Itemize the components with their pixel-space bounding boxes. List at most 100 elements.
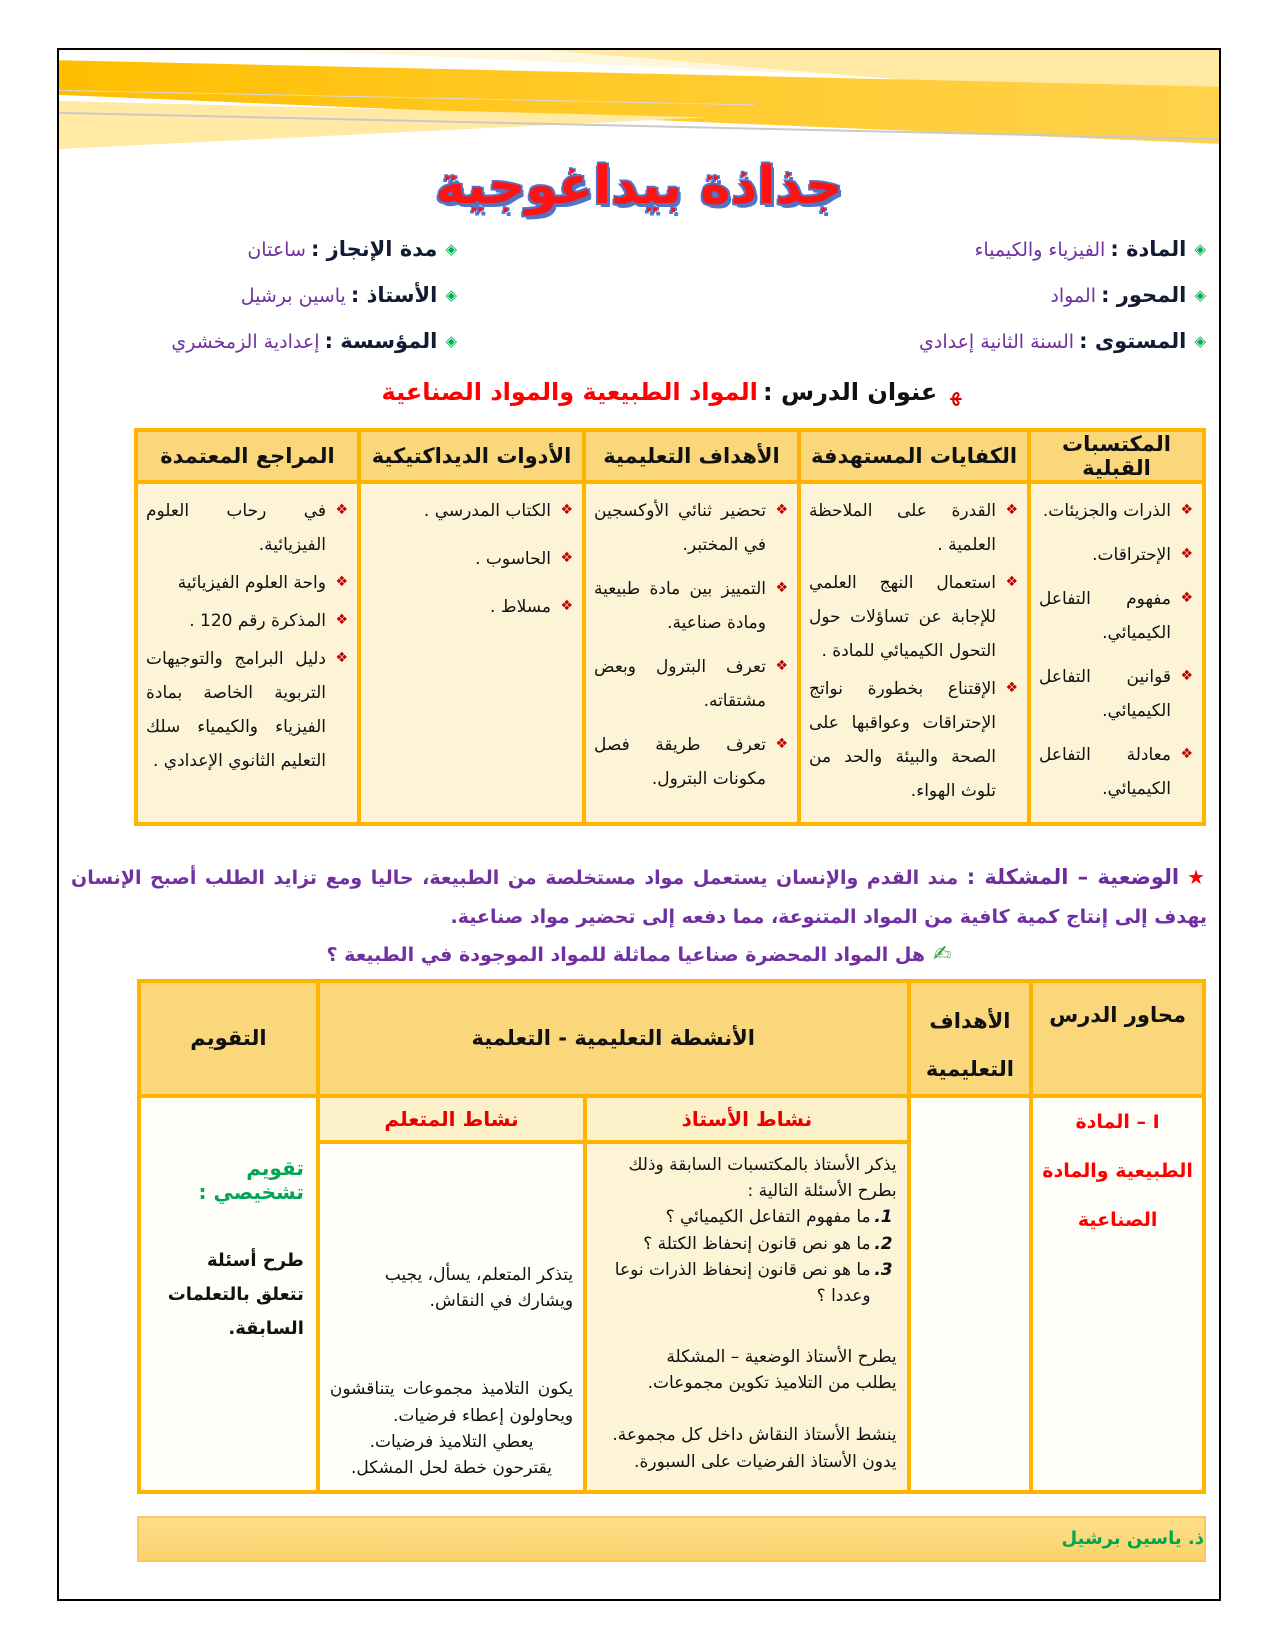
ornament-icon: ﻬ bbox=[950, 378, 962, 406]
list-item: ❖ الذرات والجزيئات. bbox=[1039, 494, 1194, 528]
list-item: ❖ التمييز بين مادة طبيعية ومادة صناعية. bbox=[594, 572, 789, 640]
meta-value: الفيزياء والكيمياء bbox=[974, 239, 1106, 261]
content-area: ◈ المادة : الفيزياء والكيمياء ◈ المحور :… bbox=[134, 226, 1206, 826]
lesson-title: المواد الطبيعية والمواد الصناعية bbox=[381, 378, 758, 406]
problem-question-line: ✍ هل المواد المحضرة صناعيا مماثلة للمواد … bbox=[71, 942, 1207, 967]
col-header-activities: الأنشطة التعليمية - التعلمية bbox=[315, 979, 911, 1098]
teacher-step: يدون الأستاذ الفرضيات على السبورة. bbox=[634, 1451, 897, 1472]
activities-table: محاور الدرس الأهداف التعليمية الأنشطة ال… bbox=[137, 979, 1206, 1494]
diamond-cluster-bullet-icon: ❖ bbox=[335, 650, 348, 666]
list-item: ❖ واحة العلوم الفيزيائية bbox=[146, 566, 349, 600]
diamond-cluster-bullet-icon: ❖ bbox=[560, 502, 573, 518]
diamond-cluster-bullet-icon: ❖ bbox=[1180, 746, 1193, 762]
cell-lesson-axes: I – المادة الطبيعية والمادة الصناعية bbox=[1029, 1093, 1206, 1494]
teacher-question: 3. ما هو نص قانون إنحفاظ الذرات نوعا وعدد… bbox=[597, 1257, 897, 1310]
teacher-question: 2. ما هو نص قانون إنحفاظ الكتلة ؟ bbox=[597, 1231, 897, 1257]
col-header-didactic-tools: الأدوات الديداكتيكية bbox=[357, 428, 586, 484]
teacher-step: يطلب من التلاميذ تكوين مجموعات. bbox=[647, 1373, 897, 1393]
diamond-cluster-bullet-icon: ❖ bbox=[1005, 574, 1018, 590]
meta-label: المادة : bbox=[1110, 237, 1187, 261]
problem-text: مند القدم والإنسان يستعمل مواد مستخلصة م… bbox=[71, 867, 1207, 928]
learner-step: يكون التلاميذ مجموعات يتناقشون ويحاولون … bbox=[329, 1379, 574, 1426]
activities-content-row: يذكر الأستاذ بالمكتسبات السابقة وذلك بطر… bbox=[139, 1139, 1204, 1494]
meta-row-duration: ◈ مدة الإنجاز : ساعتان bbox=[137, 226, 457, 272]
meta-label: المستوى : bbox=[1079, 329, 1187, 353]
diamond-bullet-icon: ◈ bbox=[1194, 286, 1206, 304]
meta-label: مدة الإنجاز : bbox=[310, 237, 438, 261]
lesson-title-line: ﻬ عنوان الدرس : المواد الطبيعية والمواد … bbox=[137, 368, 1206, 416]
list-item: ❖ الإقتناع بخطورة نواتج الإحتراقات وعواقب… bbox=[809, 672, 1019, 808]
writing-hand-icon: ✍ bbox=[933, 942, 952, 967]
teacher-question: 1. ما مفهوم التفاعل الكيميائي ؟ bbox=[597, 1204, 897, 1230]
diamond-cluster-bullet-icon: ❖ bbox=[775, 658, 788, 674]
meta-value: المواد bbox=[1050, 285, 1096, 307]
subheader-teacher-activity: نشاط الأستاذ bbox=[583, 1093, 911, 1144]
meta-column-left: ◈ مدة الإنجاز : ساعتان ◈ الأستاذ : ياسين… bbox=[137, 226, 457, 364]
teacher-intro: يذكر الأستاذ بالمكتسبات السابقة وذلك بطر… bbox=[628, 1154, 897, 1201]
meta-row-axis: ◈ المحور : المواد bbox=[776, 272, 1206, 318]
planning-table-body-row: ❖ الذرات والجزيئات. ❖ الإحتراقات. ❖ مفهوم ا… bbox=[134, 480, 1206, 826]
cell-learner-activity: يتذكر المتعلم، يسأل، يجيب ويشارك في النق… bbox=[315, 1139, 588, 1494]
assessment-text: طرح أسئلة تتعلق بالتعلمات السابقة. bbox=[167, 1249, 304, 1339]
diamond-bullet-icon: ◈ bbox=[1194, 240, 1206, 258]
cell-learning-objectives bbox=[906, 1093, 1034, 1494]
diamond-bullet-icon: ◈ bbox=[445, 286, 457, 304]
list-item: ❖ تعرف طريقة فصل مكونات البترول. bbox=[594, 728, 789, 796]
page-frame: جذاذة بيداغوجية ◈ المادة : الفيزياء والك… bbox=[57, 48, 1221, 1601]
list-item: ❖ المذكرة رقم 120 . bbox=[146, 604, 349, 638]
assessment-type: تقويم تشخيصي : bbox=[198, 1155, 304, 1204]
diamond-bullet-icon: ◈ bbox=[1194, 332, 1206, 350]
diamond-cluster-bullet-icon: ❖ bbox=[560, 550, 573, 566]
lesson-label: عنوان الدرس : bbox=[763, 378, 938, 406]
activities-subheader-row: I – المادة الطبيعية والمادة الصناعية نشا… bbox=[137, 1093, 1206, 1494]
diamond-bullet-icon: ◈ bbox=[445, 240, 457, 258]
meta-value: السنة الثانية إعدادي bbox=[919, 331, 1075, 353]
page-title: جذاذة بيداغوجية bbox=[435, 156, 843, 216]
list-item: ❖ الحاسوب . bbox=[369, 542, 574, 576]
meta-row-subject: ◈ المادة : الفيزياء والكيمياء bbox=[776, 226, 1206, 272]
header-ribbon-decoration bbox=[59, 50, 1219, 152]
content-area-2: محاور الدرس الأهداف التعليمية الأنشطة ال… bbox=[137, 979, 1206, 1562]
diamond-cluster-bullet-icon: ❖ bbox=[775, 580, 788, 596]
cell-teacher-activity: يذكر الأستاذ بالمكتسبات السابقة وذلك بطر… bbox=[583, 1139, 911, 1494]
star-icon: ★ bbox=[1187, 865, 1207, 889]
cell-assessment: تقويم تشخيصي : طرح أسئلة تتعلق بالتعلمات… bbox=[137, 1093, 320, 1494]
meta-label: المحور : bbox=[1101, 283, 1187, 307]
subheader-learner-activity: نشاط المتعلم bbox=[315, 1093, 588, 1144]
meta-row-school: ◈ المؤسسة : إعدادية الزمخشري bbox=[137, 318, 457, 364]
diamond-bullet-icon: ◈ bbox=[445, 332, 457, 350]
teacher-step: ينشط الأستاذ النقاش داخل كل مجموعة. bbox=[612, 1425, 897, 1446]
col-header-lesson-axes: محاور الدرس bbox=[1029, 979, 1206, 1098]
diamond-cluster-bullet-icon: ❖ bbox=[1180, 546, 1193, 562]
meta-value: ساعتان bbox=[247, 239, 306, 261]
learner-step: يقترحون خطة لحل المشكل. bbox=[351, 1458, 552, 1479]
meta-row-teacher: ◈ الأستاذ : ياسين برشيل bbox=[137, 272, 457, 318]
diamond-cluster-bullet-icon: ❖ bbox=[1005, 502, 1018, 518]
footer-bar: ذ. ياسين برشيل bbox=[137, 1515, 1206, 1562]
question-number: 2. bbox=[874, 1233, 893, 1254]
diamond-cluster-bullet-icon: ❖ bbox=[775, 736, 788, 752]
learner-step: يعطي التلاميذ فرضيات. bbox=[369, 1431, 534, 1452]
activities-header-row: محاور الدرس الأهداف التعليمية الأنشطة ال… bbox=[137, 979, 1206, 1098]
question-number: 3. bbox=[874, 1259, 893, 1280]
list-item: ❖ الإحتراقات. bbox=[1039, 538, 1194, 572]
problem-paragraph: ★ الوضعية – المشكلة : مند القدم والإنسان … bbox=[71, 856, 1207, 936]
list-item: ❖ مفهوم التفاعل الكيميائي. bbox=[1039, 582, 1194, 650]
list-item: ❖ استعمال النهج العلمي للإجابة عن تساؤلات… bbox=[809, 566, 1019, 668]
teacher-signature: ذ. ياسين برشيل bbox=[1061, 1528, 1204, 1550]
diamond-cluster-bullet-icon: ❖ bbox=[560, 598, 573, 614]
list-item: ❖ في رحاب العلوم الفيزيائية. bbox=[146, 494, 349, 562]
cell-didactic-tools: ❖ الكتاب المدرسي . ❖ الحاسوب . ❖ مسلاط . bbox=[357, 480, 586, 826]
col-header-references: المراجع المعتمدة bbox=[134, 428, 361, 484]
list-item: ❖ القدرة على الملاحظة العلمية . bbox=[809, 494, 1019, 562]
list-item: ❖ معادلة التفاعل الكيميائي. bbox=[1039, 738, 1194, 806]
col-header-objectives: الأهداف التعليمية bbox=[582, 428, 801, 484]
meta-value: ياسين برشيل bbox=[240, 285, 346, 307]
diamond-cluster-bullet-icon: ❖ bbox=[335, 574, 348, 590]
col-header-prerequisites: المكتسبات القبلية bbox=[1027, 428, 1206, 484]
cell-references: ❖ في رحاب العلوم الفيزيائية. ❖ واحة العلوم… bbox=[134, 480, 361, 826]
list-item: ❖ مسلاط . bbox=[369, 590, 574, 624]
col-header-learning-objectives: الأهداف التعليمية bbox=[906, 979, 1034, 1098]
cell-prerequisites: ❖ الذرات والجزيئات. ❖ الإحتراقات. ❖ مفهوم ا… bbox=[1027, 480, 1206, 826]
